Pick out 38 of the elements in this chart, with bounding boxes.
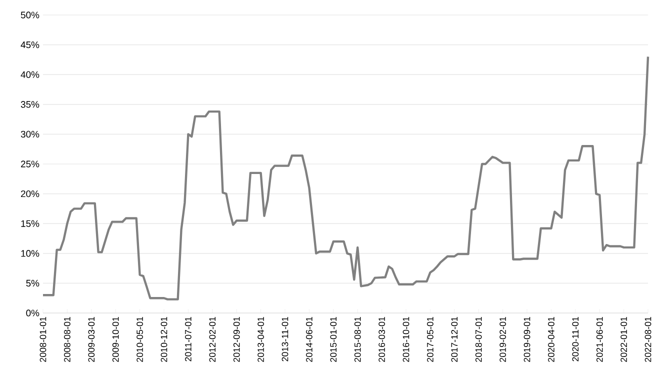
x-tick-label: 2009-10-01 bbox=[112, 316, 119, 362]
y-tick-label: 40% bbox=[20, 71, 40, 78]
x-tick-label: 2016-10-01 bbox=[402, 316, 410, 362]
y-tick-label: 50% bbox=[20, 12, 40, 18]
x-tick-label: 2010-12-01 bbox=[160, 316, 168, 362]
x-tick-label: 2020-11-01 bbox=[572, 316, 579, 362]
x-tick-label: 2013-11-01 bbox=[282, 316, 288, 362]
y-tick-label: 20% bbox=[21, 190, 40, 198]
x-tick-label: 2014-06-01 bbox=[306, 316, 312, 362]
x-tick-label: 2009-03-01 bbox=[88, 316, 95, 362]
x-tick-label: 2008-01-01 bbox=[40, 316, 46, 362]
x-tick-label: 2018-07-01 bbox=[475, 316, 482, 362]
y-tick-label: 5% bbox=[26, 280, 40, 287]
y-tick-label: 30% bbox=[20, 130, 40, 138]
x-tick-label: 2013-04-01 bbox=[258, 316, 264, 362]
x-tick-label: 2022-01-01 bbox=[620, 316, 627, 362]
y-tick-label: 10% bbox=[21, 250, 40, 257]
x-tick-label: 2016-03-01 bbox=[378, 316, 385, 362]
x-tick-label: 2012-09-01 bbox=[233, 316, 240, 362]
line-series bbox=[42, 56, 650, 300]
y-tick-label: 25% bbox=[21, 160, 40, 168]
x-tick-label: 2017-05-01 bbox=[427, 316, 434, 362]
y-tick-label: 15% bbox=[21, 220, 40, 227]
x-tick-label: 2021-06-01 bbox=[596, 316, 603, 362]
x-tick-label: 2012-02-01 bbox=[209, 316, 216, 362]
x-tick-label: 2019-02-01 bbox=[500, 316, 506, 362]
x-tick-label: 2008-08-01 bbox=[64, 316, 70, 362]
x-tick-label: 2020-04-01 bbox=[548, 316, 554, 362]
x-tick-label: 2015-08-01 bbox=[354, 316, 361, 362]
x-tick-label: 2022-08-01 bbox=[644, 316, 652, 362]
y-tick-label: 0% bbox=[26, 310, 40, 316]
y-tick-label: 35% bbox=[20, 101, 40, 108]
y-tick-label: 45% bbox=[20, 41, 40, 48]
x-tick-label: 2011-07-01 bbox=[185, 316, 192, 362]
x-tick-label: 2017-12-01 bbox=[451, 316, 458, 362]
x-tick-label: 2019-09-01 bbox=[524, 316, 530, 362]
x-tick-label: 2015-01-01 bbox=[330, 316, 337, 362]
x-tick-label: 2010-05-01 bbox=[136, 316, 143, 362]
